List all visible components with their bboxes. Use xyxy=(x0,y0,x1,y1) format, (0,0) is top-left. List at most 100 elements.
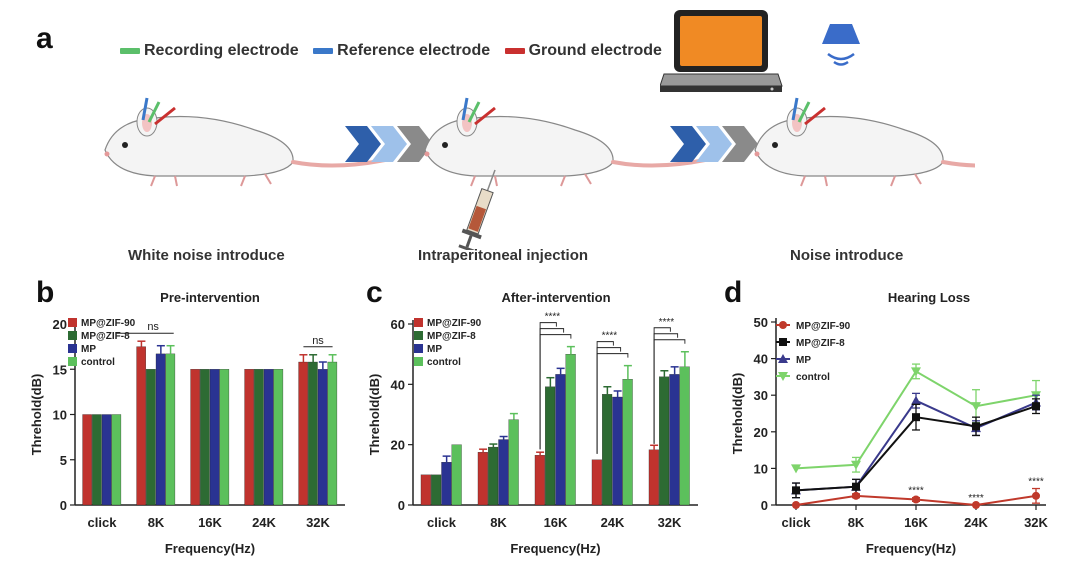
legend-swatch xyxy=(414,344,423,353)
data-point xyxy=(911,367,921,377)
bar xyxy=(219,369,230,506)
legend-swatch xyxy=(414,357,423,366)
panel-d-letter: d xyxy=(724,276,743,309)
bar xyxy=(602,394,613,506)
bar xyxy=(679,366,690,506)
bar xyxy=(136,346,146,506)
step-caption-1: White noise introduce xyxy=(128,247,285,264)
legend-label: control xyxy=(427,357,461,368)
chart-b: Pre-intervention 0 5 10 15 20 Frequency(Hz) Thr… xyxy=(29,290,345,556)
legend-recording: Recording electrode xyxy=(120,42,299,59)
x-tick-label: 16K xyxy=(904,515,928,530)
bar xyxy=(555,374,566,506)
data-point xyxy=(792,486,800,495)
y-tick-label: 20 xyxy=(391,438,405,453)
bar xyxy=(622,379,633,506)
data-point xyxy=(972,501,980,509)
data-point xyxy=(971,402,981,412)
y-tick-label: 30 xyxy=(754,388,768,403)
y-tick-label: 20 xyxy=(754,425,768,440)
legend-label: MP@ZIF-8 xyxy=(81,331,130,342)
y-axis-label: Threhold(dB) xyxy=(29,374,44,456)
legend-recording-label: Recording electrode xyxy=(144,42,299,59)
legend-label: MP xyxy=(81,344,96,355)
bar xyxy=(420,474,431,506)
data-point xyxy=(972,422,980,431)
x-tick-label: 16K xyxy=(544,515,568,530)
data-point xyxy=(792,501,800,509)
step-caption-2: Intraperitoneal injection xyxy=(418,247,589,264)
x-tick-label: 8K xyxy=(490,515,507,530)
x-axis-label: Frequency(Hz) xyxy=(510,541,600,556)
y-tick-label: 0 xyxy=(761,498,768,513)
legend-label: control xyxy=(81,357,115,368)
bar xyxy=(508,419,519,506)
legend-label: MP@ZIF-90 xyxy=(796,321,851,332)
data-point xyxy=(852,482,860,491)
data-point xyxy=(778,372,788,381)
legend-reference: Reference electrode xyxy=(313,42,490,59)
data-point xyxy=(912,413,920,422)
bar xyxy=(111,414,122,506)
bar xyxy=(244,369,254,506)
x-tick-label: click xyxy=(427,515,457,530)
data-point xyxy=(852,491,860,500)
y-tick-label: 5 xyxy=(60,453,67,468)
bar xyxy=(308,361,318,506)
sig-label: **** xyxy=(545,312,561,323)
bar xyxy=(317,369,328,506)
panel-a-letter: a xyxy=(36,22,53,55)
x-tick-label: 24K xyxy=(964,515,988,530)
bar xyxy=(659,376,670,506)
bar xyxy=(298,361,308,506)
bar xyxy=(209,369,220,506)
data-point xyxy=(1032,402,1040,411)
bar xyxy=(431,474,442,506)
bar xyxy=(190,369,200,506)
x-axis-label: Frequency(Hz) xyxy=(165,541,255,556)
step-caption-3: Noise introduce xyxy=(790,247,904,264)
data-point xyxy=(778,354,788,363)
y-tick-label: 20 xyxy=(53,317,67,332)
sig-bracket xyxy=(596,353,629,454)
legend-label: MP@ZIF-90 xyxy=(81,318,136,329)
bar xyxy=(451,444,462,506)
legend-swatch xyxy=(68,357,77,366)
bar xyxy=(534,455,545,506)
sig-label: ns xyxy=(147,321,159,333)
x-tick-label: 24K xyxy=(601,515,625,530)
legend-label: MP xyxy=(427,344,442,355)
y-tick-label: 15 xyxy=(53,362,67,377)
legend-ground-label: Ground electrode xyxy=(528,42,662,59)
legend-reference-label: Reference electrode xyxy=(337,42,491,59)
legend-swatch xyxy=(414,318,423,327)
legend-label: MP xyxy=(796,355,811,366)
legend-swatch xyxy=(68,318,77,327)
data-point xyxy=(912,495,920,504)
legend-label: MP@ZIF-8 xyxy=(427,331,476,342)
chart-title: Hearing Loss xyxy=(888,290,970,305)
sig-label: ns xyxy=(312,335,324,347)
speaker-icon xyxy=(822,24,860,66)
y-tick-label: 10 xyxy=(53,408,67,423)
sig-label: **** xyxy=(908,486,924,497)
chart-d: Hearing Loss 0 10 20 30 40 50 Frequency(Hz) Thre… xyxy=(730,290,1049,556)
bar xyxy=(254,369,264,506)
bar xyxy=(263,369,274,506)
x-tick-label: 32K xyxy=(1024,515,1048,530)
sig-label: **** xyxy=(968,493,984,504)
bar xyxy=(488,446,499,506)
y-tick-label: 40 xyxy=(391,377,405,392)
x-axis-label: Frequency(Hz) xyxy=(866,541,956,556)
sig-label: **** xyxy=(602,331,618,342)
sig-label: **** xyxy=(1028,477,1044,488)
x-tick-label: click xyxy=(88,515,118,530)
legend-label: control xyxy=(796,372,830,383)
data-point xyxy=(911,395,921,405)
legend-swatch xyxy=(414,331,423,340)
y-tick-label: 0 xyxy=(60,498,67,513)
x-tick-label: 8K xyxy=(848,515,865,530)
bar xyxy=(101,414,112,506)
electrode-legend: Recording electrode Reference electrode … xyxy=(120,42,672,60)
y-tick-label: 50 xyxy=(754,315,768,330)
